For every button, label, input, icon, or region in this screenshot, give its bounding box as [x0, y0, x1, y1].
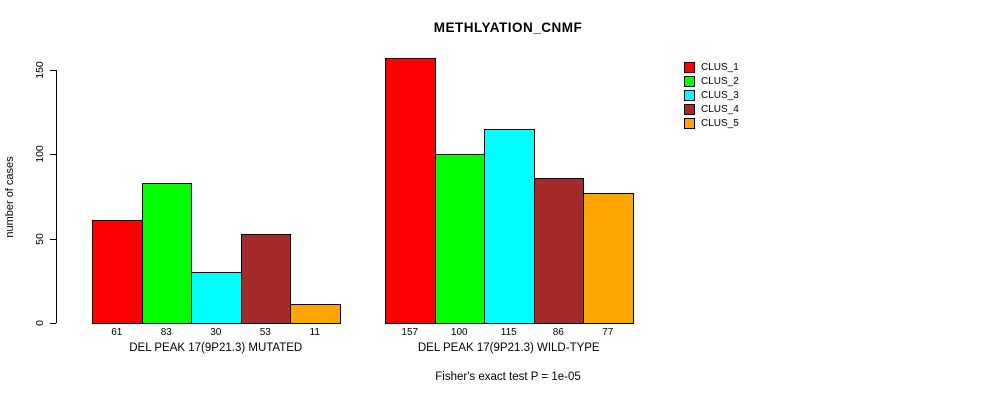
y-axis-line: [56, 70, 57, 323]
fisher-test-annotation: Fisher's exact test P = 1e-05: [435, 371, 581, 383]
bar-value-label: 11: [309, 327, 320, 338]
legend-swatch-icon: [684, 75, 695, 87]
chart-legend: CLUS_1 CLUS_2 CLUS_3 CLUS_4 CLUS_5: [684, 60, 739, 130]
y-axis-tick: [50, 154, 56, 156]
legend-label: CLUS_2: [701, 75, 739, 87]
bar-value-label: 61: [111, 327, 123, 338]
y-axis-tick: [50, 70, 56, 71]
y-axis-tick: [50, 323, 56, 324]
bar-clus_1-group1: [92, 220, 143, 324]
bar-value-label: 83: [160, 327, 172, 338]
legend-swatch-icon: [684, 89, 695, 101]
y-axis-tick-label: 150: [34, 61, 46, 79]
legend-item-clus_4: CLUS_4: [684, 102, 739, 116]
y-axis-tick-label: 0: [34, 320, 46, 326]
bar-clus_4-group1: [240, 233, 291, 324]
y-axis-title: number of cases: [4, 155, 16, 238]
bar-value-label: 157: [401, 327, 419, 338]
legend-item-clus_2: CLUS_2: [684, 74, 739, 88]
group-label: DEL PEAK 17(9P21.3) WILD-TYPE: [417, 342, 600, 354]
bar-clus_2-group1: [141, 183, 192, 324]
bar-clus_5-group2: [583, 193, 634, 324]
legend-item-clus_1: CLUS_1: [684, 60, 739, 74]
bar-value-label: 115: [500, 327, 517, 338]
legend-item-clus_3: CLUS_3: [684, 88, 739, 102]
legend-swatch-icon: [684, 61, 695, 73]
bar-clus_5-group1: [290, 304, 341, 324]
bar-value-label: 53: [259, 327, 271, 338]
group-label: DEL PEAK 17(9P21.3) MUTATED: [129, 342, 303, 354]
y-axis-tick: [50, 238, 56, 240]
bar-value-label: 77: [602, 327, 614, 338]
bar-clus_4-group2: [533, 177, 584, 324]
legend-label: CLUS_1: [701, 61, 739, 73]
y-axis-tick-label: 50: [34, 232, 46, 245]
legend-label: CLUS_4: [701, 103, 739, 115]
legend-swatch-icon: [684, 117, 695, 129]
y-axis-tick-label: 100: [34, 145, 46, 164]
legend-label: CLUS_5: [701, 117, 739, 129]
legend-item-clus_5: CLUS_5: [684, 116, 739, 130]
legend-label: CLUS_3: [701, 89, 739, 101]
bar-clus_1-group2: [385, 58, 436, 324]
bar-value-label: 30: [210, 327, 222, 338]
bar-clus_2-group2: [434, 154, 485, 324]
bar-value-label: 86: [552, 327, 564, 338]
bar-value-label: 100: [450, 327, 468, 338]
chart-title: METHLYATION_CNMF: [433, 20, 583, 35]
bar-clus_3-group1: [191, 272, 242, 324]
bar-clus_3-group2: [484, 129, 535, 324]
legend-swatch-icon: [684, 103, 695, 115]
